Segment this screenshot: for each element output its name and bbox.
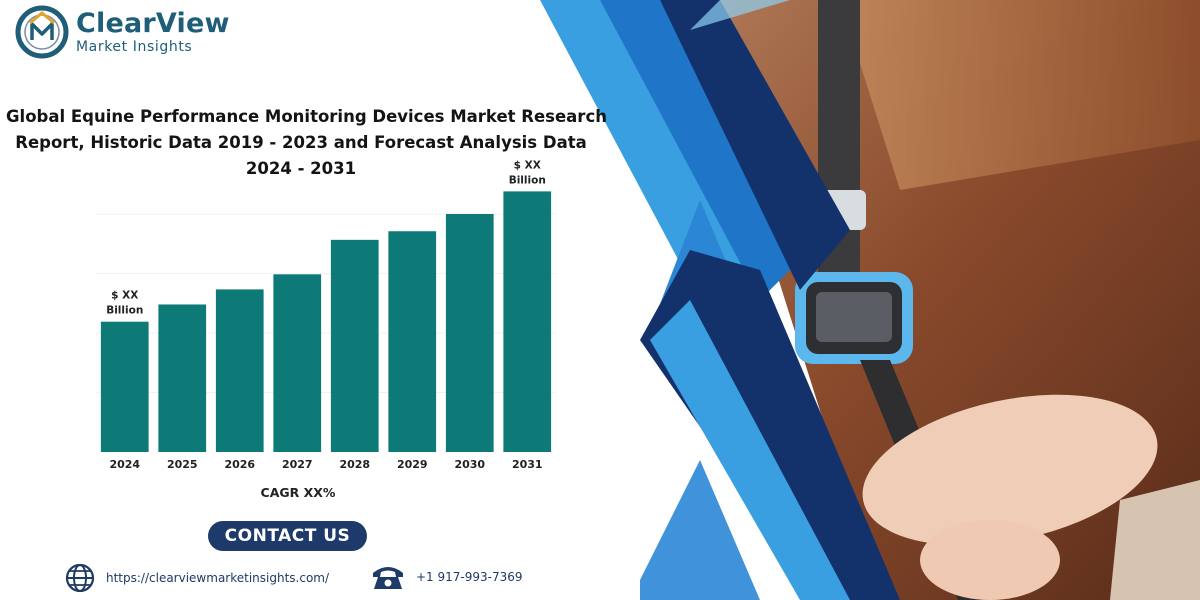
data-label: $ XX [111, 290, 138, 302]
bar [445, 214, 494, 452]
contact-us-button[interactable]: CONTACT US [208, 521, 367, 551]
x-tick-label: 2025 [167, 458, 198, 471]
data-label: Billion [106, 305, 143, 317]
x-tick-label: 2028 [339, 458, 370, 471]
bar [503, 191, 552, 452]
brand-logo: ClearView Market Insights [14, 4, 230, 60]
telephone-icon [373, 567, 403, 589]
globe-icon [65, 563, 95, 593]
website-link[interactable]: https://clearviewmarketinsights.com/ [106, 571, 330, 585]
data-label: Billion [509, 174, 546, 186]
x-tick-label: 2024 [109, 458, 140, 471]
report-title: Global Equine Performance Monitoring Dev… [6, 104, 607, 182]
x-tick-label: 2029 [397, 458, 428, 471]
brand-name: ClearView [76, 8, 230, 39]
footer-phone: +1 917-993-7369 [370, 563, 523, 591]
market-bar-chart: 2024 2025 2026 2027 2028 2029 2030 2031 $ XX Bill… [96, 159, 556, 471]
logo-text: ClearView Market Insights [76, 10, 230, 54]
bar [158, 304, 207, 452]
bar [215, 289, 264, 452]
x-tick-label: 2031 [512, 458, 543, 471]
bar [273, 274, 322, 452]
data-label: $ XX [514, 159, 541, 171]
title-line: Report, Historic Data 2019 - 2023 and Fo… [15, 133, 587, 152]
footer-website: https://clearviewmarketinsights.com/ [64, 563, 329, 593]
x-tick-label: 2026 [224, 458, 255, 471]
cagr-label: CAGR XX% [260, 485, 336, 500]
title-line: 2024 - 2031 [245, 159, 357, 178]
logo-icon [15, 5, 69, 59]
bar [330, 239, 379, 452]
x-tick-label: 2027 [282, 458, 313, 471]
title-line: Global Equine Performance Monitoring Dev… [6, 107, 607, 126]
bar [100, 321, 149, 452]
bar [388, 231, 437, 452]
x-tick-label: 2030 [454, 458, 485, 471]
brand-tagline: Market Insights [76, 39, 193, 55]
phone-number[interactable]: +1 917-993-7369 [416, 570, 523, 584]
